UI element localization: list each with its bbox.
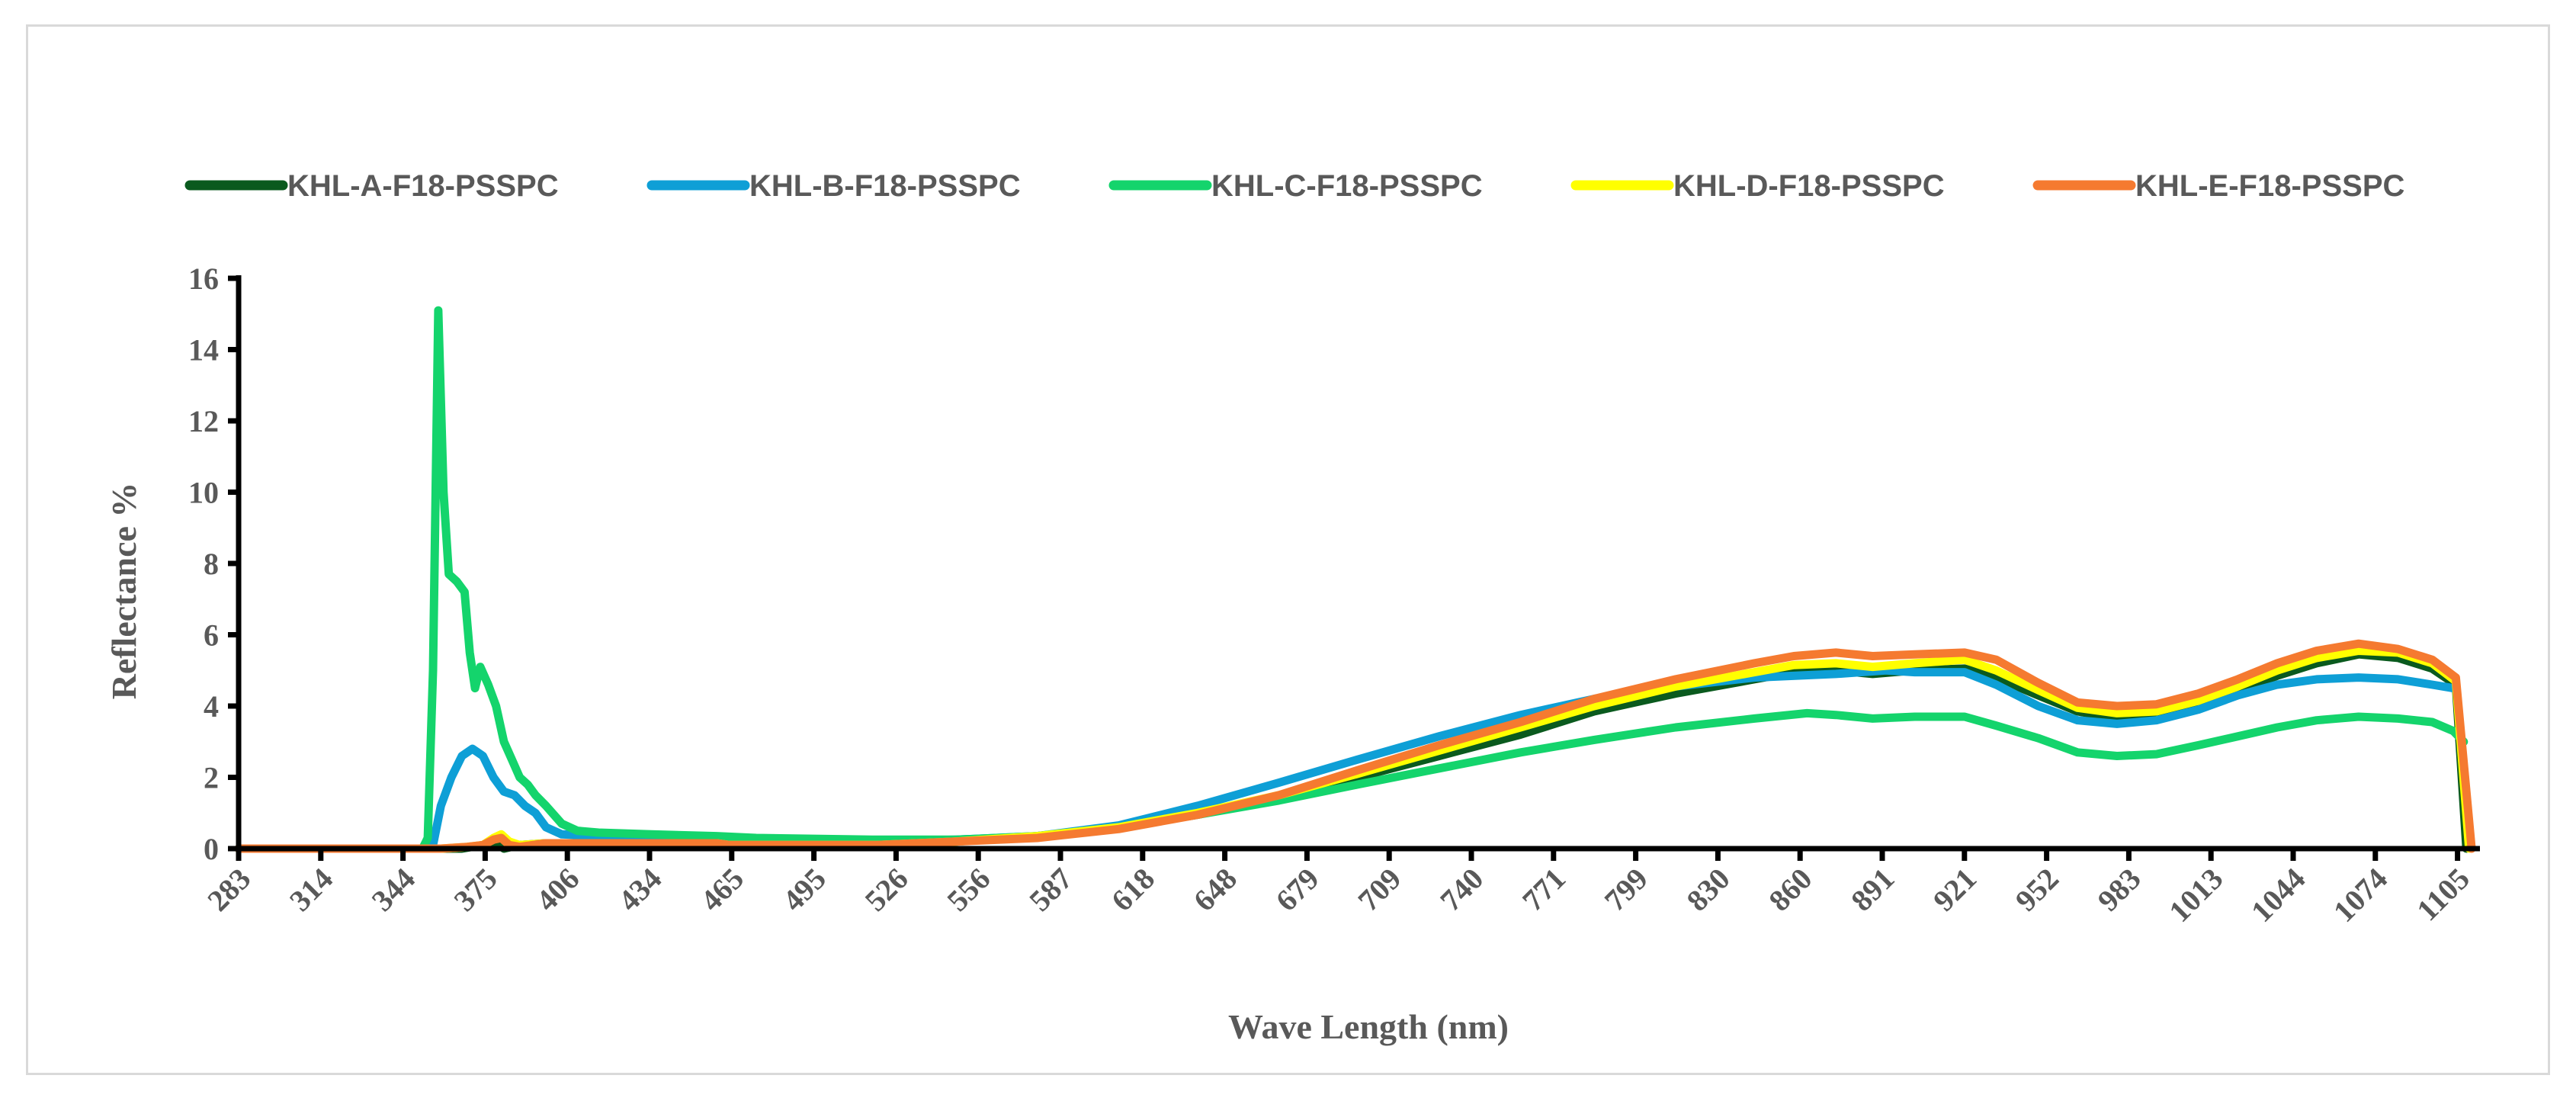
legend-label-5: KHL-E-F18-PSSPC [2135, 169, 2404, 203]
y-tick-label: 2 [204, 761, 219, 795]
x-tick-label: 830 [1680, 862, 1737, 918]
x-tick-label: 618 [1105, 862, 1161, 918]
chart-frame: KHL-A-F18-PSSPC KHL-B-F18-PSSPC KHL-C-F18-… [26, 24, 2550, 1075]
x-tick-label: 495 [776, 862, 832, 918]
y-tick-label: 10 [188, 476, 219, 510]
chart-svg: KHL-A-F18-PSSPC KHL-B-F18-PSSPC KHL-C-F18-… [104, 169, 2480, 1046]
legend-label-4: KHL-D-F18-PSSPC [1673, 169, 1945, 203]
y-tick-label: 0 [204, 832, 219, 866]
x-tick-label: 799 [1598, 862, 1654, 918]
axes: 0 2 4 6 8 10 12 14 16 283 314 344 375 406 434 465 495 526… [188, 262, 2480, 929]
x-tick-label: 375 [448, 862, 504, 918]
x-tick-label: 406 [529, 862, 585, 918]
x-tick-label: 983 [2091, 862, 2148, 918]
plot-series [234, 306, 2476, 853]
x-tick-label: 740 [1433, 862, 1490, 918]
x-tick-label: 314 [283, 862, 339, 918]
x-tick-label: 434 [611, 862, 668, 918]
y-tick-label: 8 [204, 547, 219, 581]
x-tick-label: 891 [1844, 862, 1901, 918]
x-tick-label: 1074 [2327, 862, 2394, 929]
x-tick-label: 1044 [2244, 862, 2311, 929]
series-line-2 [234, 666, 2458, 853]
x-tick-label: 679 [1269, 862, 1326, 918]
legend: KHL-A-F18-PSSPC KHL-B-F18-PSSPC KHL-C-F18-… [184, 169, 2404, 203]
series-line-5 [234, 639, 2476, 853]
x-tick-label: 709 [1351, 862, 1407, 918]
x-tick-label: 526 [858, 862, 915, 918]
y-tick-label: 6 [204, 618, 219, 653]
y-axis-title: Reflectance % [104, 483, 143, 700]
legend-label-2: KHL-B-F18-PSSPC [749, 169, 1021, 203]
x-tick-label: 556 [940, 862, 996, 918]
x-tick-label: 1013 [2162, 862, 2229, 929]
y-tick-label: 12 [188, 404, 219, 438]
y-tick-label: 16 [188, 262, 219, 296]
series-line-4 [234, 647, 2474, 853]
y-tick-label: 14 [188, 333, 219, 368]
x-tick-label: 952 [2009, 862, 2065, 918]
legend-label-1: KHL-A-F18-PSSPC [287, 169, 559, 203]
x-tick-label: 921 [1926, 862, 1983, 918]
x-tick-label: 860 [1762, 862, 1818, 918]
y-tick-label: 4 [204, 689, 219, 724]
x-tick-label: 283 [200, 862, 257, 918]
x-tick-label: 344 [365, 862, 422, 918]
x-tick-label: 465 [694, 862, 750, 918]
legend-label-3: KHL-C-F18-PSSPC [1211, 169, 1483, 203]
x-tick-label: 771 [1516, 862, 1572, 918]
x-tick-label: 1105 [2410, 862, 2476, 928]
x-tick-label: 648 [1187, 862, 1243, 918]
y-axis-title-group: Reflectance % [104, 483, 143, 700]
x-axis-title: Wave Length (nm) [1228, 1007, 1509, 1046]
x-tick-label: 587 [1022, 862, 1079, 918]
